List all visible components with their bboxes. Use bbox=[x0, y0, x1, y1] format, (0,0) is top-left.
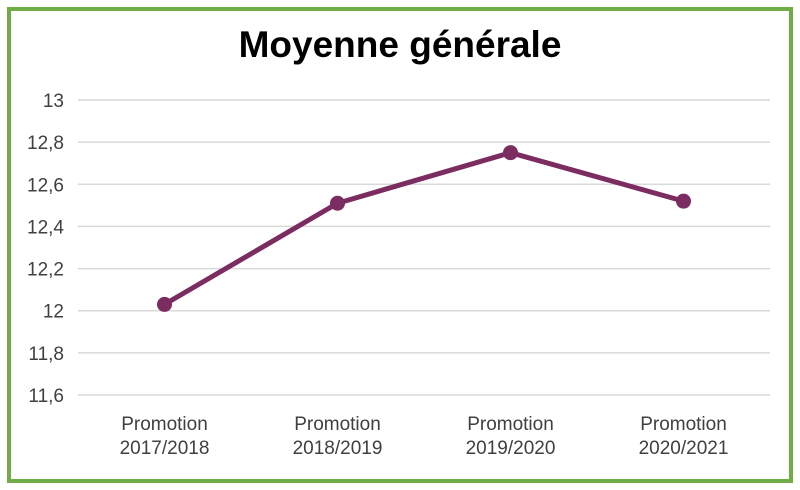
y-tick-label: 12,4 bbox=[27, 217, 64, 238]
data-point-marker bbox=[503, 145, 518, 161]
y-tick-label: 11,8 bbox=[28, 344, 64, 365]
data-point-marker bbox=[330, 195, 345, 211]
x-category-label: Promotion 2018/2019 bbox=[293, 414, 383, 459]
data-point-marker bbox=[676, 193, 691, 209]
y-tick-label: 12,8 bbox=[27, 133, 64, 154]
y-tick-label: 13 bbox=[43, 91, 64, 112]
data-point-marker bbox=[157, 296, 172, 312]
y-tick-label: 12,2 bbox=[27, 260, 64, 281]
y-tick-label: 12 bbox=[43, 302, 64, 323]
data-line bbox=[162, 150, 686, 307]
x-category-label: Promotion 2019/2020 bbox=[466, 414, 556, 459]
x-category-label: Promotion 2017/2018 bbox=[120, 414, 210, 459]
chart-title: Moyenne générale bbox=[238, 24, 562, 65]
y-tick-label: 11,6 bbox=[28, 386, 64, 407]
x-category-label: Promotion 2020/2021 bbox=[639, 414, 729, 459]
chart-border bbox=[7, 7, 793, 483]
y-tick-label: 12,6 bbox=[27, 175, 64, 196]
